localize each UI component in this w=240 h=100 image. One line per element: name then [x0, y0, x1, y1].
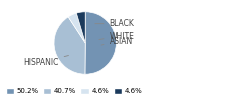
Text: ASIAN: ASIAN	[101, 37, 133, 46]
Text: BLACK: BLACK	[95, 19, 134, 28]
Legend: 50.2%, 40.7%, 4.6%, 4.6%: 50.2%, 40.7%, 4.6%, 4.6%	[3, 86, 144, 96]
Text: WHITE: WHITE	[99, 32, 134, 41]
Wedge shape	[85, 12, 116, 74]
Wedge shape	[54, 17, 85, 74]
Wedge shape	[68, 13, 85, 43]
Text: HISPANIC: HISPANIC	[23, 56, 68, 67]
Wedge shape	[76, 12, 85, 43]
